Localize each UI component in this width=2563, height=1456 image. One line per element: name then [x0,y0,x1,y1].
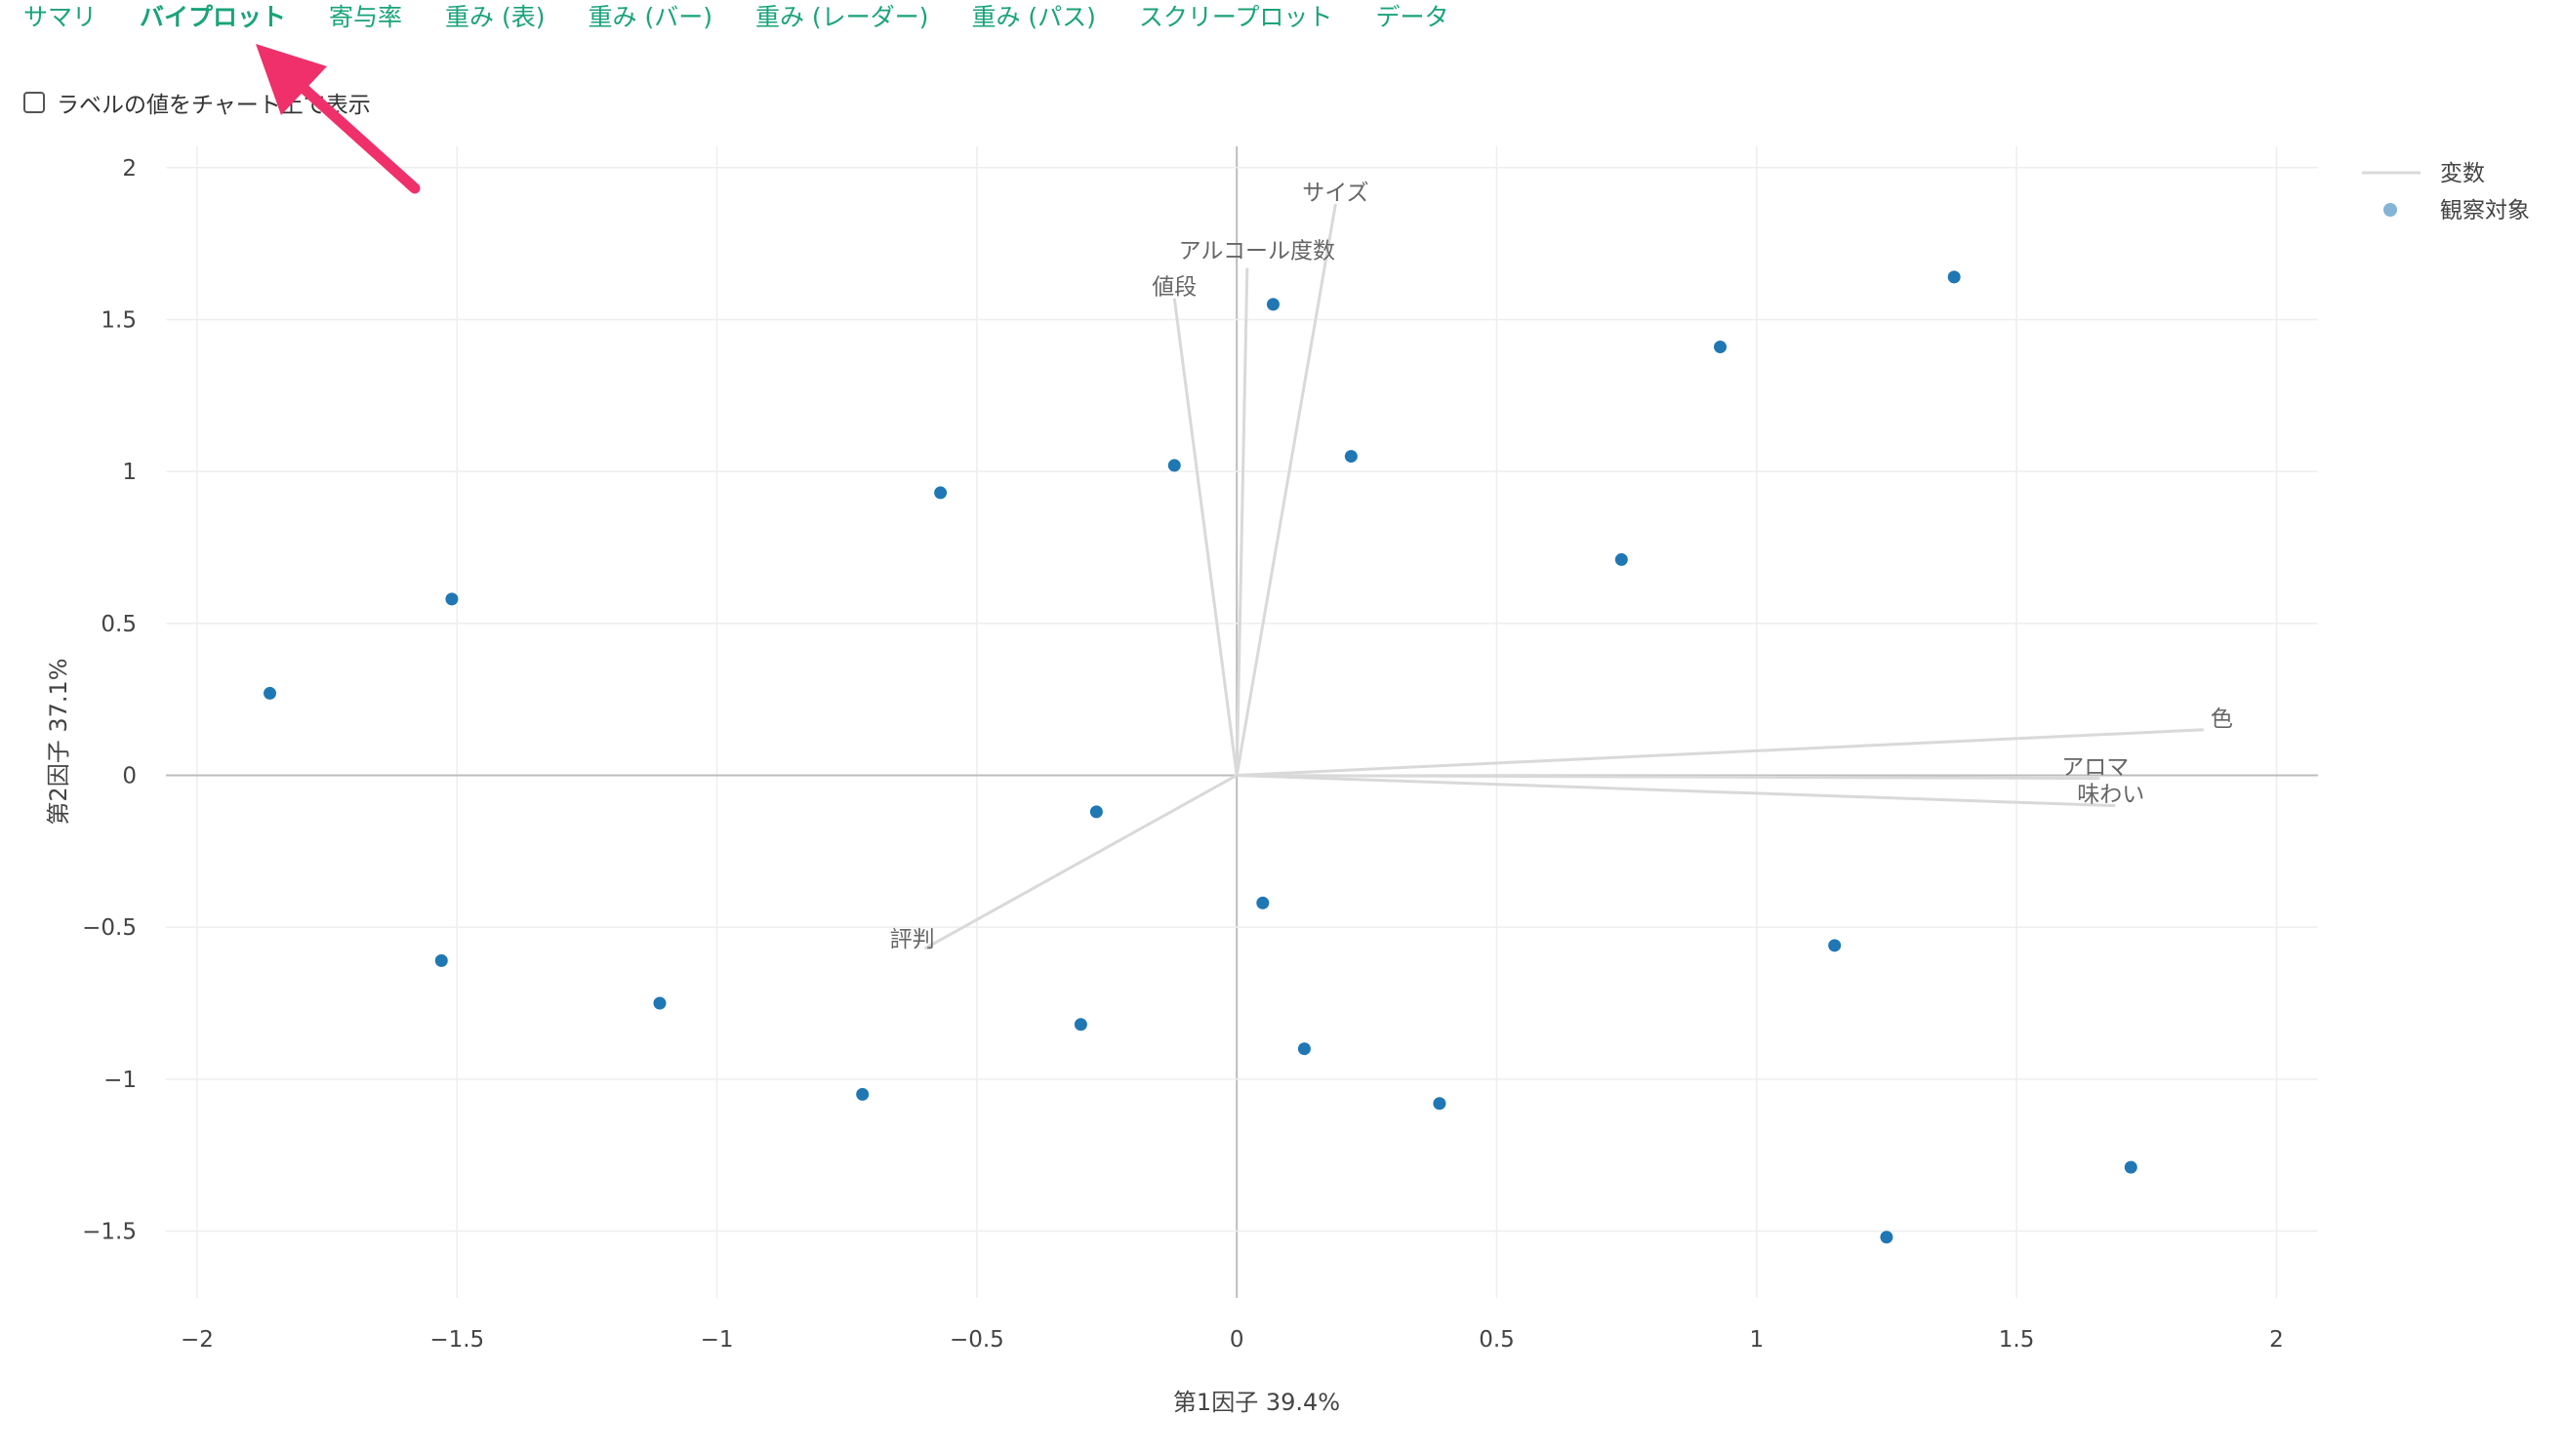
observation-point[interactable] [1256,896,1270,910]
y-tick-label: 1.5 [101,307,137,333]
observation-point[interactable] [264,686,277,700]
tab-summary[interactable]: サマリ [23,3,98,31]
observation-point[interactable] [445,592,459,606]
observation-point[interactable] [1167,459,1181,472]
x-tick-label: 0 [1230,1327,1244,1353]
x-axis-title: 第1因子 39.4% [1173,1389,1340,1416]
variable-vector [1237,773,2116,808]
variable-vector [1237,728,2204,777]
observation-point[interactable] [1266,298,1280,311]
variable-vector-label: サイズ [1302,181,1368,206]
observation-point[interactable] [1074,1018,1087,1031]
axis-ticks: −2 −1.5 −1 −0.5 0 0.5 1 1.5 2 −1.5 −1 −0.5 0 0.5 1 1.5 2 [82,156,2284,1353]
y-tick-label: −0.5 [82,915,137,941]
annotation-arrow-shaft [292,77,421,194]
x-tick-label: 2 [2269,1327,2284,1353]
tab-weights-table[interactable]: 重み (表) [445,3,546,31]
variable-vector [1237,773,2100,781]
variable-vector-label: 色 [2211,707,2233,732]
x-tick-label: −2 [181,1327,214,1353]
tab-data[interactable]: データ [1375,3,1449,31]
observation-points [264,270,2137,1244]
tab-scree-plot[interactable]: スクリープロット [1138,3,1333,31]
y-tick-label: 2 [122,156,137,182]
y-tick-label: −1.5 [82,1220,137,1245]
tab-bar: サマリ バイプロット 寄与率 重み (表) 重み (バー) 重み (レーダー) … [23,0,1491,39]
observation-point[interactable] [856,1087,870,1101]
variable-vector-label: アロマ [2061,755,2129,781]
observation-point[interactable] [1089,805,1103,819]
legend-entry-observations[interactable]: 観察対象 [2440,198,2530,223]
variable-vector-label: 評判 [890,927,935,952]
x-tick-label: 0.5 [1479,1327,1515,1353]
tab-weights-path[interactable]: 重み (パス) [971,3,1096,31]
x-tick-label: −1 [701,1327,734,1353]
variable-vector [923,774,1238,950]
y-tick-label: 1 [122,460,137,485]
observation-point[interactable] [434,953,448,967]
tab-weights-bar[interactable]: 重み (バー) [588,3,712,31]
variable-vector-label: アルコール度数 [1179,239,1335,264]
tab-biplot[interactable]: バイプロット [140,3,287,31]
x-tick-label: −0.5 [950,1327,1004,1353]
annotation-arrow-head [256,44,327,115]
y-tick-label: −1 [103,1068,137,1093]
tab-weights-radar[interactable]: 重み (レーダー) [754,3,929,31]
observation-point[interactable] [1714,340,1727,353]
y-tick-label: 0 [122,763,137,789]
show-labels-checkbox[interactable] [23,92,45,113]
legend[interactable]: 変数 観察対象 [2362,161,2530,223]
legend-point-swatch [2383,203,2397,217]
observation-point[interactable] [934,486,948,500]
variable-vector-label: 味わい [2077,783,2144,808]
observation-point[interactable] [653,996,667,1010]
annotation-arrow [256,44,421,194]
variable-vector [1172,298,1239,776]
grid [166,146,2318,1298]
x-tick-label: −1.5 [429,1327,484,1353]
legend-entry-variables[interactable]: 変数 [2440,161,2485,186]
y-axis-title: 第2因子 37.1% [45,658,72,825]
tab-contribution[interactable]: 寄与率 [329,3,403,31]
observation-point[interactable] [1614,552,1628,566]
observation-point[interactable] [1828,939,1842,952]
x-tick-label: 1 [1749,1327,1764,1353]
variable-vector [1235,203,1337,776]
variable-vector-label: 値段 [1152,275,1197,301]
observation-point[interactable] [1297,1042,1311,1056]
observation-point[interactable] [1344,450,1358,464]
observation-point[interactable] [1947,270,1961,284]
y-tick-label: 0.5 [101,612,137,637]
observation-point[interactable] [1880,1231,1893,1244]
observation-point[interactable] [1433,1097,1446,1111]
observation-point[interactable] [2124,1160,2137,1174]
x-tick-label: 1.5 [1999,1327,2035,1353]
variable-vector [1235,267,1249,776]
